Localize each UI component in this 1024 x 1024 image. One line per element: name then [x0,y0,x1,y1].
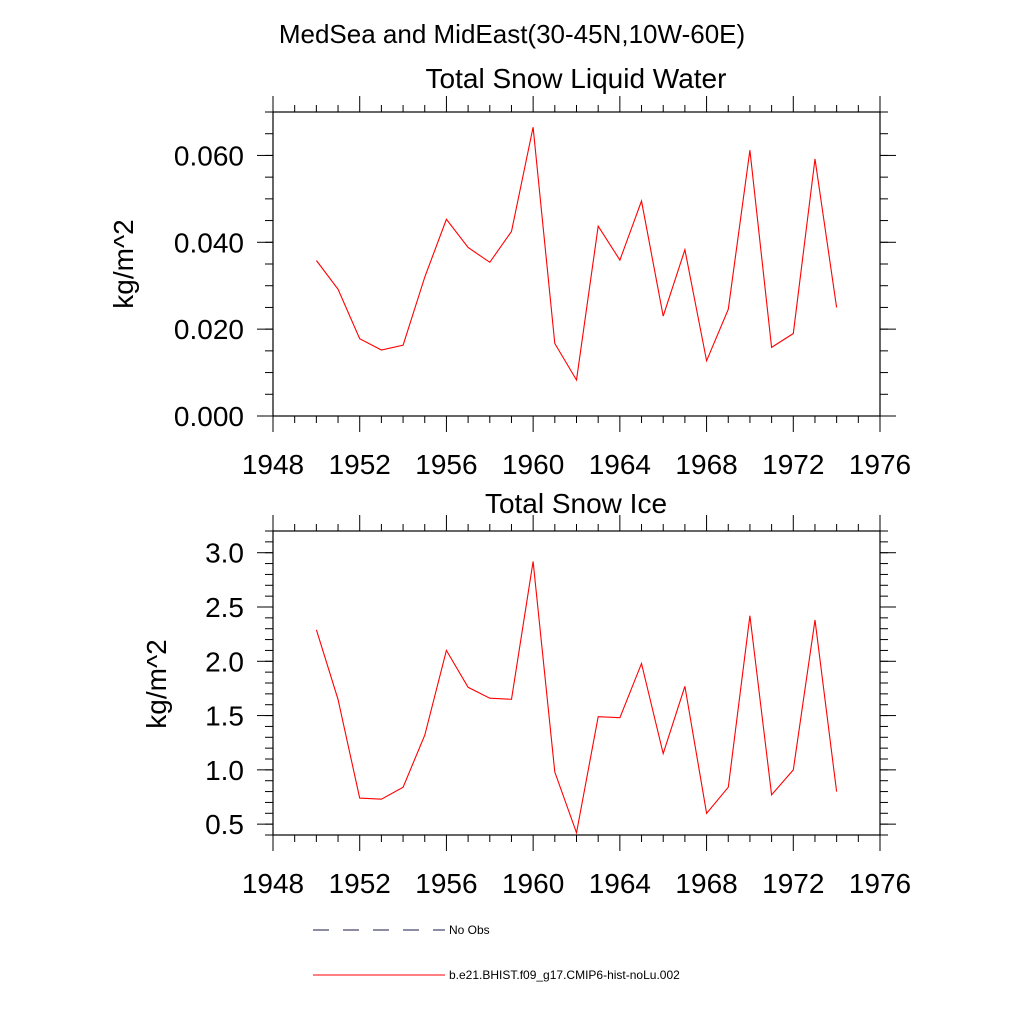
x-tick-label: 1976 [849,449,911,480]
x-tick-label: 1964 [589,449,651,480]
tick-labels: 1948 1952 1956 1960 1964 1968 1972 1976 0.000 0.0… [174,140,911,480]
x-tick-label: 1948 [242,449,304,480]
x-tick-label: 1952 [329,868,391,899]
tick-labels: 1948 1952 1956 1960 1964 1968 1972 1976 0.5 1.0 1.… [205,538,911,899]
legend-label-model: b.e21.BHIST.f09_g17.CMIP6-hist-noLu.002 [449,968,680,982]
x-tick-label: 1968 [675,868,737,899]
y-axis-label: kg/m^2 [108,219,139,308]
y-tick-label: 1.0 [205,755,244,786]
y-tick-label: 0.040 [174,227,244,258]
x-tick-label: 1972 [762,449,824,480]
series-lines [315,127,838,382]
panel-title: Total Snow Liquid Water [426,63,727,94]
y-tick-label: 0.000 [174,401,244,432]
y-tick-label: 2.5 [205,592,244,623]
x-tick-label: 1964 [589,868,651,899]
x-tick-label: 1948 [242,868,304,899]
y-axis-label: kg/m^2 [141,639,172,728]
y-tick-label: 0.5 [205,809,244,840]
y-tick-label: 0.060 [174,140,244,171]
y-tick-label: 1.5 [205,701,244,732]
x-tick-label: 1956 [415,449,477,480]
series-line [315,561,838,835]
ticks [257,515,896,851]
panel-total-snow-ice: Total Snow Ice kg/m^2 1948 1952 1956 1960 19… [141,488,911,899]
x-tick-label: 1952 [329,449,391,480]
legend-label-no-obs: No Obs [449,923,490,937]
series-line [315,127,838,382]
x-tick-label: 1968 [675,449,737,480]
y-tick-label: 3.0 [205,538,244,569]
x-tick-label: 1976 [849,868,911,899]
x-tick-label: 1956 [415,868,477,899]
x-tick-label: 1972 [762,868,824,899]
y-tick-label: 2.0 [205,646,244,677]
plot-frame [272,530,881,836]
series-lines [315,561,838,835]
y-tick-label: 0.020 [174,314,244,345]
panel-title: Total Snow Ice [485,488,667,519]
plot-frame [272,111,881,417]
x-tick-label: 1960 [502,449,564,480]
panel-total-snow-liquid-water: Total Snow Liquid Water kg/m^2 1948 1952 1… [108,63,911,480]
ticks [257,96,896,432]
legend: No Obs b.e21.BHIST.f09_g17.CMIP6-hist-no… [313,923,680,982]
figure-title: MedSea and MidEast(30-45N,10W-60E) [279,19,745,49]
x-tick-label: 1960 [502,868,564,899]
